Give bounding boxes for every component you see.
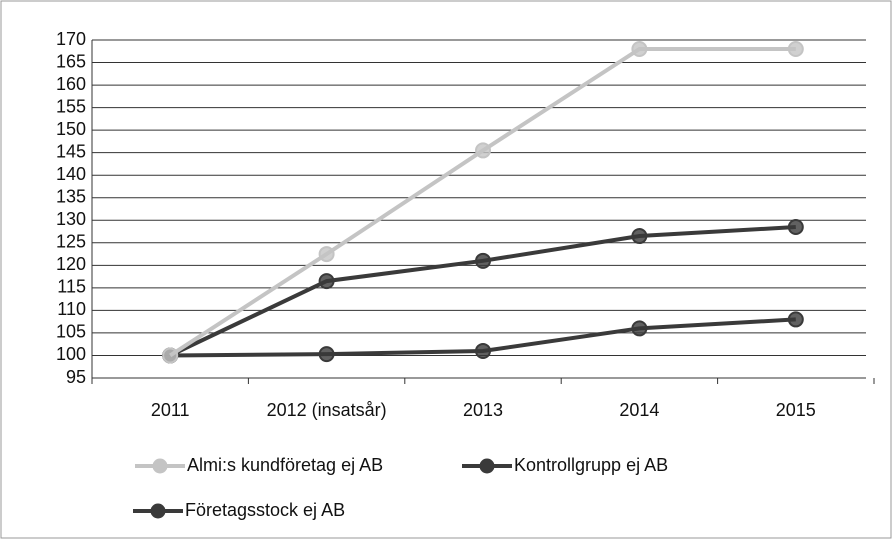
y-tick-label: 140 [56, 164, 86, 184]
data-point [787, 311, 804, 328]
legend-marker [150, 503, 166, 519]
y-tick-label: 110 [57, 299, 86, 319]
y-tick-label: 125 [56, 232, 86, 252]
data-point [475, 342, 491, 359]
legend-marker [152, 458, 168, 474]
x-tick-label: 2012 (insatsår) [267, 400, 387, 420]
legend-label: Företagsstock ej AB [185, 500, 345, 520]
data-point [475, 142, 491, 159]
y-tick-label: 170 [56, 29, 86, 49]
data-point [631, 41, 648, 58]
y-tick-label: 155 [56, 96, 86, 116]
legend-label: Kontrollgrupp ej AB [514, 455, 668, 475]
y-tick-label: 150 [56, 119, 86, 139]
y-tick-label: 100 [56, 344, 86, 364]
y-tick-label: 135 [56, 186, 86, 206]
y-tick-label: 165 [56, 51, 86, 71]
data-point [162, 347, 179, 364]
data-point [787, 41, 804, 58]
x-tick-label: 2011 [151, 400, 190, 420]
x-tick-label: 2015 [776, 400, 816, 420]
data-point [631, 228, 648, 245]
data-point [787, 219, 804, 236]
y-tick-label: 130 [56, 209, 86, 229]
data-point [475, 252, 491, 269]
x-tick-label: 2013 [463, 400, 503, 420]
legend-label: Almi:s kundföretag ej AB [187, 455, 383, 475]
data-point [631, 320, 648, 337]
data-point [318, 246, 335, 263]
y-tick-label: 120 [56, 254, 86, 274]
x-tick-label: 2014 [619, 400, 659, 420]
y-tick-label: 105 [56, 322, 86, 342]
legend-marker [479, 458, 495, 474]
y-tick-label: 95 [66, 367, 86, 387]
data-point [318, 273, 335, 290]
data-point [318, 346, 335, 363]
y-tick-label: 145 [56, 141, 86, 161]
y-tick-label: 160 [56, 74, 86, 94]
y-tick-label: 115 [57, 277, 86, 297]
